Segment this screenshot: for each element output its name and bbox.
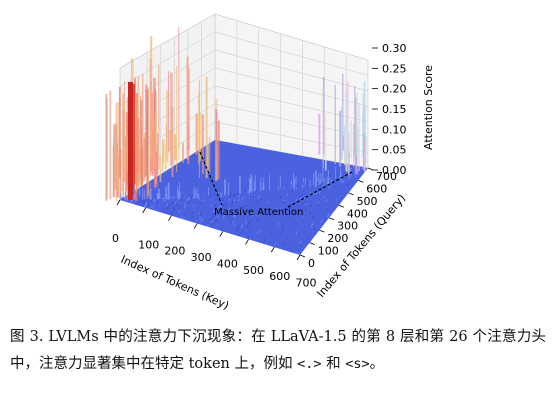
attention-spikes — [105, 26, 367, 202]
x-tick-label: 0 — [112, 232, 119, 245]
massive-attention-label: Massive Attention — [214, 207, 303, 218]
x-tick-label: 700 — [296, 277, 317, 290]
y-tick-label: 300 — [337, 220, 358, 233]
z-tick-label: 0.30 — [382, 42, 407, 55]
z-axis-label: Attention Score — [422, 65, 435, 150]
x-tick-label: 500 — [243, 264, 264, 277]
y-tick-label: 200 — [327, 232, 348, 245]
caption-text-and: 和 — [321, 356, 346, 372]
figure-caption: 图 3. LVLMs 中的注意力下沉现象：在 LLaVA-1.5 的第 8 层和… — [10, 324, 546, 378]
z-tick-label: 0.20 — [382, 83, 407, 96]
x-tick-label: 600 — [269, 270, 290, 283]
x-tick-label: 200 — [164, 245, 185, 258]
attention-spike-max-edge — [133, 84, 135, 200]
y-tick-label: 700 — [376, 170, 397, 183]
z-tick-label: 0.25 — [382, 62, 407, 75]
massive-attention-marker-right — [287, 171, 353, 208]
z-tick-label: 0.15 — [382, 103, 407, 116]
massive-attention-marker-left — [199, 151, 223, 206]
y-tick-label: 400 — [347, 207, 368, 220]
x-tick-label: 400 — [217, 257, 238, 270]
y-tick-label: 100 — [318, 245, 339, 258]
y-tick-label: 500 — [357, 195, 378, 208]
y-tick-label: 0 — [308, 257, 315, 270]
x-tick-label: 100 — [138, 238, 159, 251]
caption-token-period: <.> — [297, 356, 322, 372]
caption-text: 图 3. LVLMs 中的注意力下沉现象：在 LLaVA-1.5 的第 8 层和… — [10, 329, 546, 372]
y-tick-label: 600 — [366, 182, 387, 195]
z-tick-label: 0.00 — [382, 164, 407, 177]
attention-surface-floor — [120, 140, 368, 255]
z-tick-label: 0.05 — [382, 144, 407, 157]
z-tick-label: 0.10 — [382, 123, 407, 136]
z-axis-ticks: 0.00 0.05 0.10 0.15 0.20 0.25 0.30 — [372, 42, 407, 177]
caption-text-end: 。 — [369, 356, 385, 372]
attention-spike-max — [128, 82, 133, 200]
x-axis-label: Index of Tokens (Key) — [119, 253, 231, 312]
x-axis-ticks: 0 100 200 300 400 500 600 700 — [112, 199, 317, 290]
x-tick-label: 300 — [191, 251, 212, 264]
attention-3d-figure: Massive Attention 0.00 0.05 0.10 0.15 0.20 0.… — [105, 13, 435, 312]
attention-surface-chart: Massive Attention 0.000.050.100.150.200.… — [105, 13, 435, 312]
surface-texture — [119, 168, 364, 254]
caption-token-bos: <s> — [345, 356, 370, 372]
